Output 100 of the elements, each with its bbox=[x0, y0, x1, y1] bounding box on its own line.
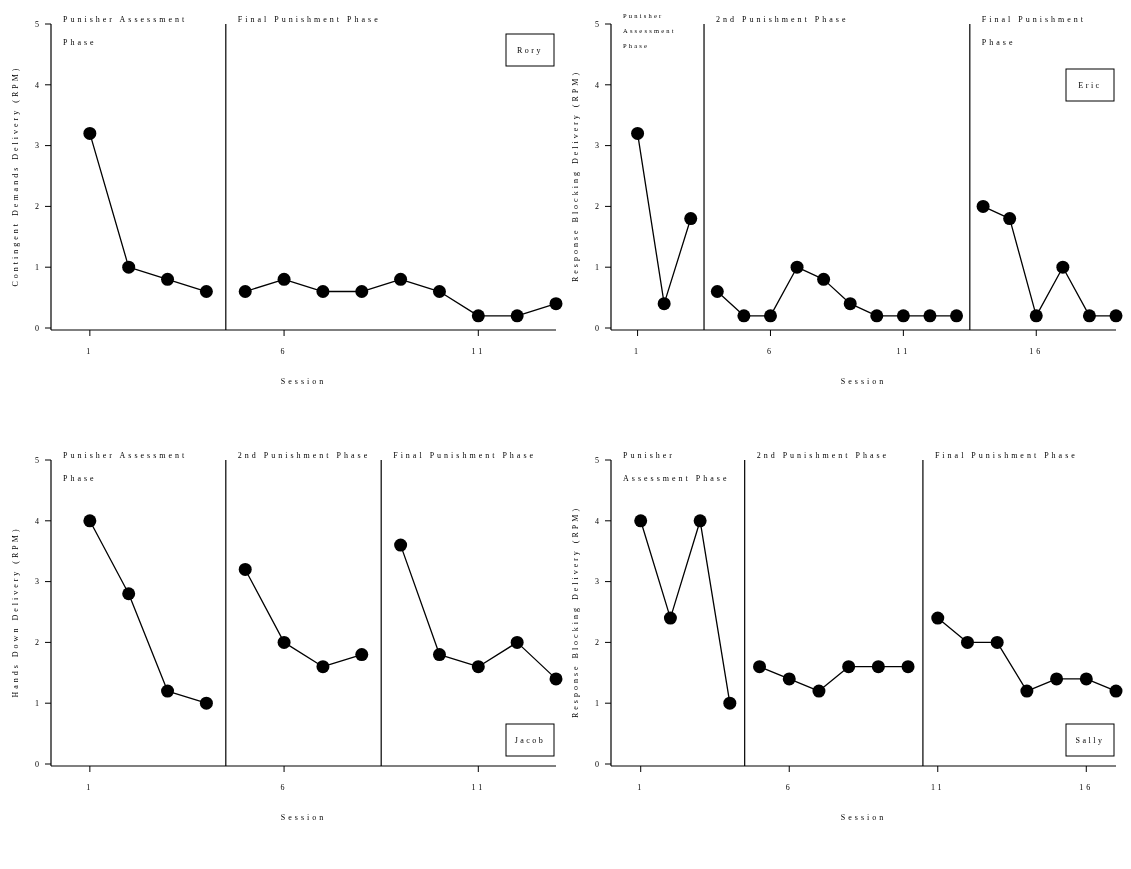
y-tick-label: 3 bbox=[35, 141, 39, 151]
point bbox=[394, 538, 408, 552]
y-tick-label: 0 bbox=[35, 323, 39, 333]
point bbox=[83, 514, 97, 528]
point bbox=[277, 272, 291, 286]
y-axis-title: Contingent Demands Delivery (RPM) bbox=[11, 65, 20, 287]
point bbox=[842, 660, 856, 674]
y-tick-label: 0 bbox=[595, 323, 599, 333]
y-tick-label: 2 bbox=[595, 638, 599, 648]
point bbox=[812, 684, 826, 698]
point bbox=[1082, 309, 1096, 323]
y-axis-title: Response Blocking Delivery (RPM) bbox=[571, 505, 580, 719]
point bbox=[1020, 684, 1034, 698]
x-axis-title: Session bbox=[280, 813, 327, 822]
point bbox=[432, 285, 446, 299]
point bbox=[782, 672, 796, 686]
text: Sally bbox=[1075, 735, 1105, 745]
point bbox=[976, 199, 990, 213]
x-tick-label: 1 bbox=[637, 783, 645, 792]
text: Punisher Assessment Phase bbox=[63, 15, 188, 47]
point bbox=[1056, 260, 1070, 274]
x-axis-title: Session bbox=[840, 377, 887, 386]
point bbox=[843, 297, 857, 311]
point bbox=[316, 285, 330, 299]
point bbox=[1050, 672, 1064, 686]
y-tick-label: 1 bbox=[595, 699, 599, 708]
y-tick-label: 4 bbox=[595, 516, 599, 526]
annotation: 2nd Punishment Phase bbox=[756, 450, 891, 462]
point bbox=[960, 635, 974, 649]
y-tick-label: 3 bbox=[595, 577, 599, 587]
point bbox=[723, 696, 737, 710]
point bbox=[710, 285, 724, 299]
point bbox=[549, 297, 563, 311]
point bbox=[161, 684, 175, 698]
point bbox=[471, 660, 485, 674]
point bbox=[161, 272, 175, 286]
point bbox=[693, 514, 707, 528]
y-axis-title: Hands Down Delivery (RPM) bbox=[11, 526, 20, 698]
y-tick-label: 3 bbox=[595, 141, 599, 151]
point bbox=[684, 212, 698, 226]
x-axis-title: Session bbox=[840, 813, 887, 822]
y-tick-label: 5 bbox=[595, 19, 599, 29]
y-tick-label: 0 bbox=[35, 759, 39, 769]
x-tick-label: 11 bbox=[471, 347, 486, 356]
point bbox=[1029, 309, 1043, 323]
x-tick-label: 6 bbox=[766, 347, 774, 356]
y-tick-label: 1 bbox=[35, 699, 39, 708]
annotation: Final Punishment Phase bbox=[934, 450, 1079, 462]
point bbox=[122, 260, 136, 274]
x-tick-label: 16 bbox=[1079, 783, 1094, 792]
point bbox=[510, 635, 524, 649]
point bbox=[199, 696, 213, 710]
point bbox=[753, 660, 767, 674]
point bbox=[122, 587, 136, 601]
x-axis-title: Session bbox=[280, 377, 327, 386]
x-tick-label: 6 bbox=[785, 783, 793, 792]
y-tick-label: 5 bbox=[35, 19, 39, 29]
text: Punisher Assessment Phase bbox=[63, 451, 188, 483]
text: Punisher Assessment Phase bbox=[623, 451, 730, 483]
point bbox=[1109, 684, 1123, 698]
point bbox=[238, 285, 252, 299]
point bbox=[817, 272, 831, 286]
point bbox=[663, 611, 677, 625]
point bbox=[1079, 672, 1093, 686]
point bbox=[763, 309, 777, 323]
y-tick-label: 2 bbox=[35, 202, 39, 212]
y-tick-label: 5 bbox=[595, 455, 599, 465]
x-tick-label: 16 bbox=[1029, 347, 1044, 356]
point bbox=[199, 285, 213, 299]
point bbox=[238, 562, 252, 576]
point bbox=[510, 309, 524, 323]
x-tick-label: 1 bbox=[86, 783, 94, 792]
point bbox=[631, 126, 645, 140]
y-tick-label: 4 bbox=[35, 80, 39, 90]
point bbox=[923, 309, 937, 323]
x-tick-label: 1 bbox=[634, 347, 642, 356]
point bbox=[950, 309, 964, 323]
point bbox=[896, 309, 910, 323]
text: Jacob bbox=[514, 735, 546, 745]
annotation: Final Punishment Phase bbox=[393, 450, 538, 462]
x-tick-label: 11 bbox=[896, 347, 911, 356]
point bbox=[870, 309, 884, 323]
point bbox=[901, 660, 915, 674]
y-tick-label: 3 bbox=[35, 577, 39, 587]
y-tick-label: 0 bbox=[595, 759, 599, 769]
y-tick-label: 2 bbox=[595, 202, 599, 212]
y-tick-label: 1 bbox=[595, 263, 599, 272]
point bbox=[737, 309, 751, 323]
x-tick-label: 6 bbox=[280, 347, 288, 356]
point bbox=[432, 648, 446, 662]
text: Rory bbox=[517, 45, 543, 55]
x-tick-label: 11 bbox=[471, 783, 486, 792]
y-tick-label: 4 bbox=[595, 80, 599, 90]
point bbox=[83, 126, 97, 140]
point bbox=[549, 672, 563, 686]
y-tick-label: 5 bbox=[35, 455, 39, 465]
point bbox=[1109, 309, 1123, 323]
point bbox=[990, 635, 1004, 649]
point bbox=[394, 272, 408, 286]
point bbox=[634, 514, 648, 528]
